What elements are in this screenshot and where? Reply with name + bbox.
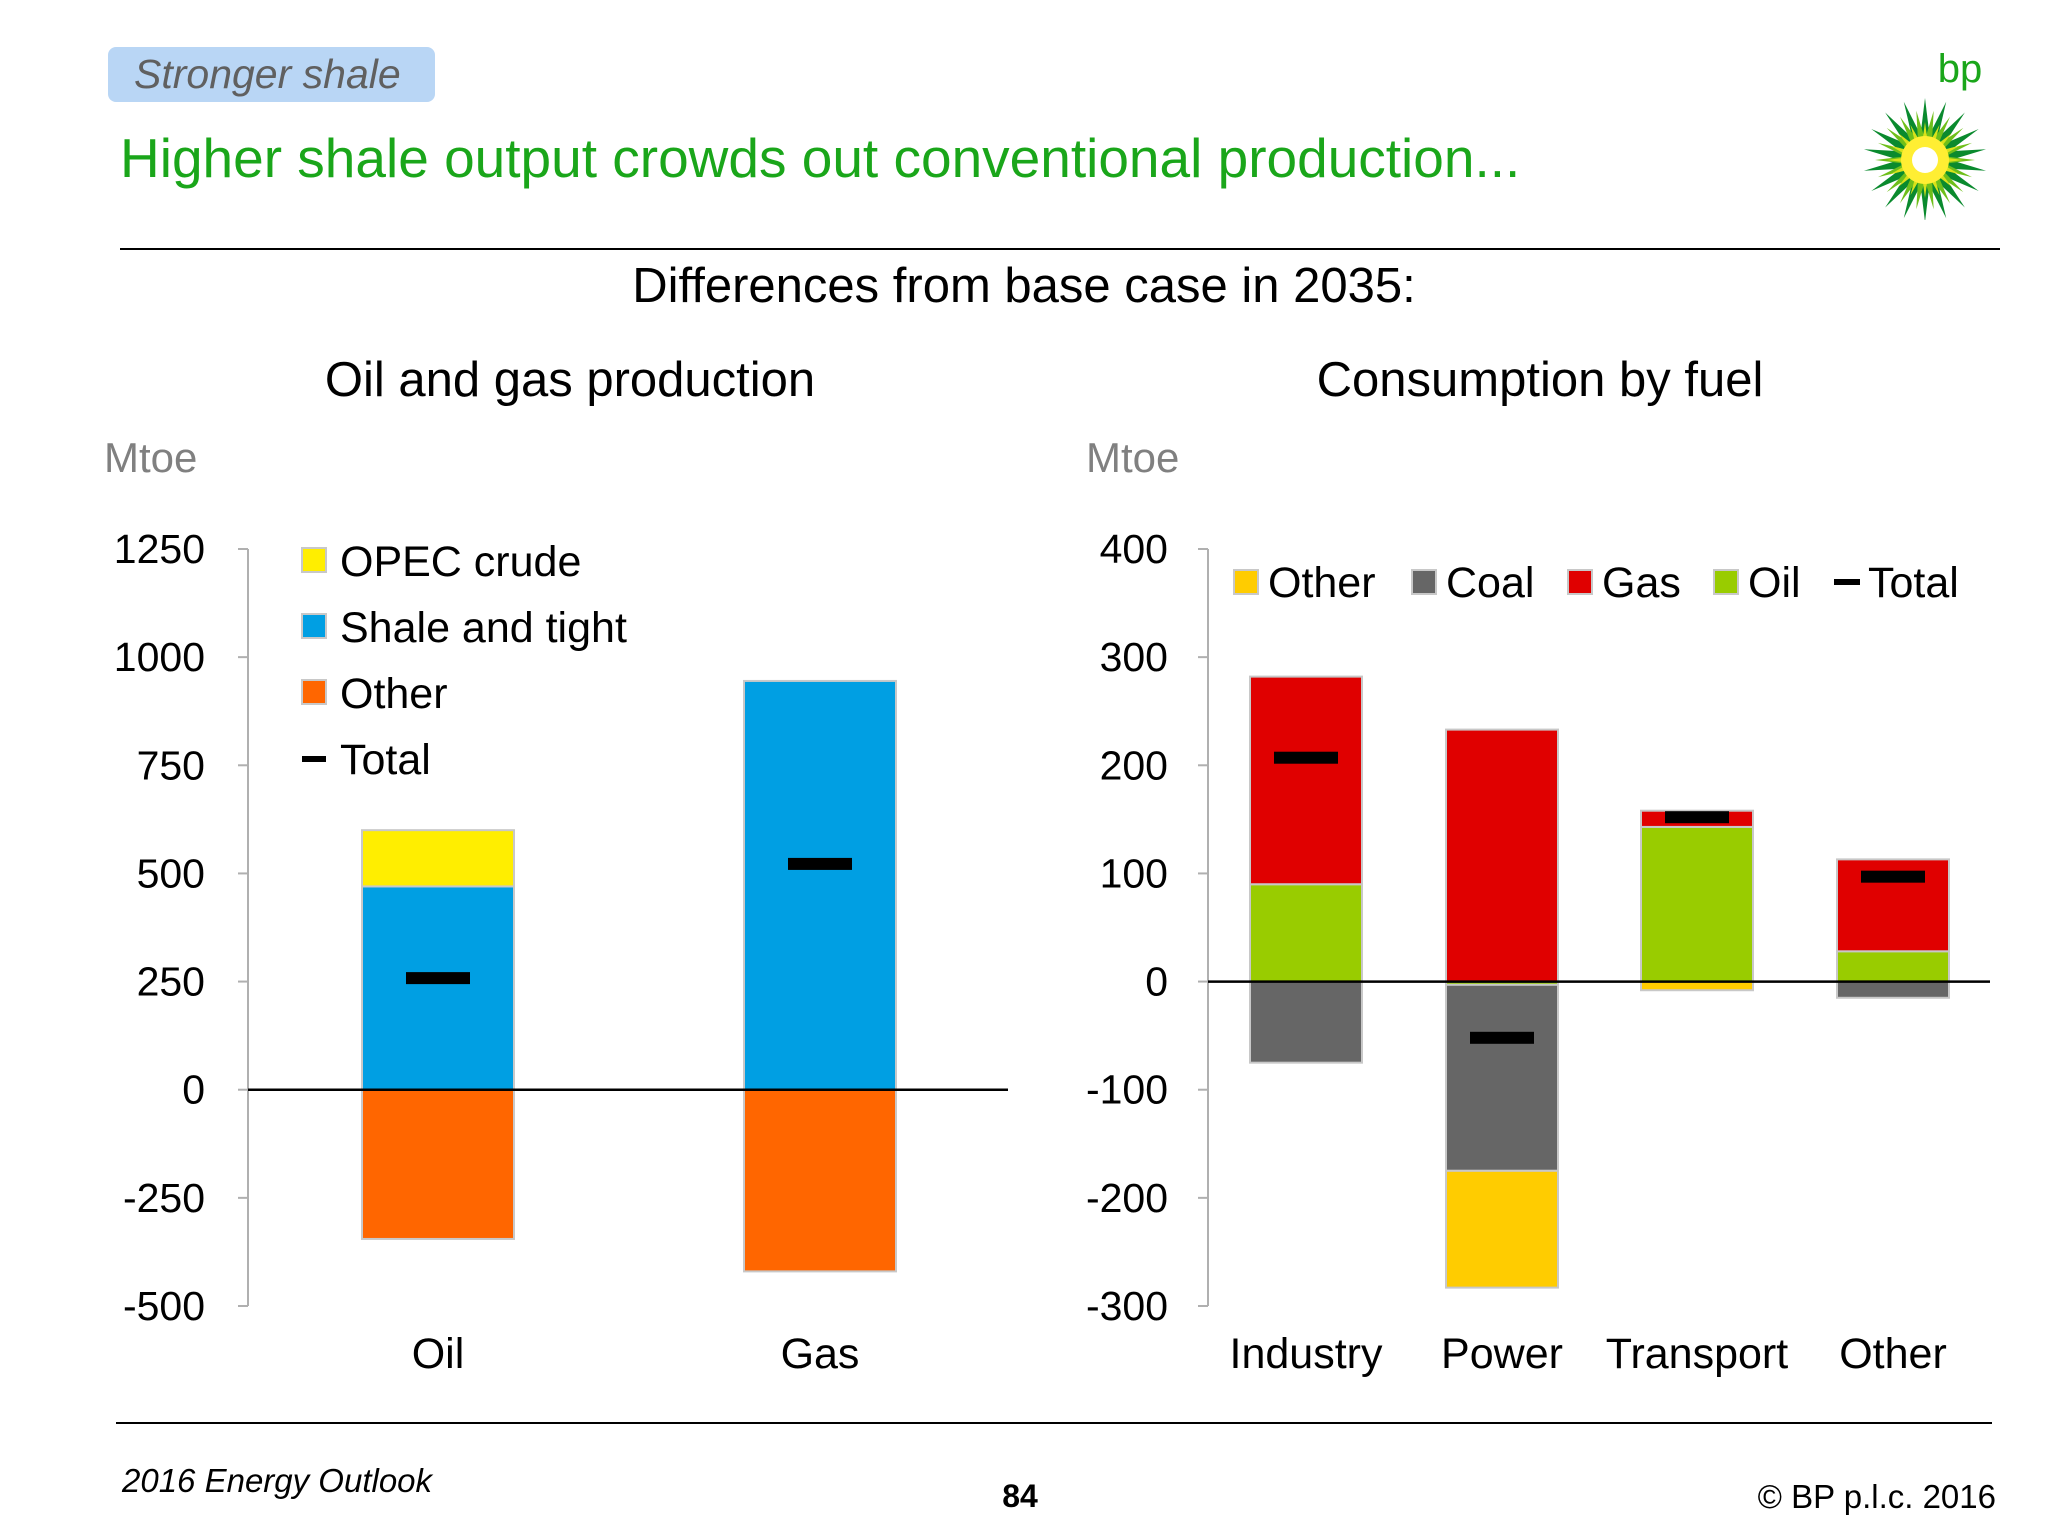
chart2-legend-swatch xyxy=(1713,569,1739,595)
chart1-y-tick-label: 750 xyxy=(137,742,205,788)
chart2-total-marker-industry xyxy=(1274,751,1338,764)
chart2-y-tick-label: 400 xyxy=(1100,526,1168,572)
chart2-y-tick-label: -300 xyxy=(1086,1283,1168,1329)
chart2-category-label: Power xyxy=(1441,1330,1563,1378)
chart1-legend-label: Other xyxy=(340,670,448,718)
chart1-y-tick-label: -500 xyxy=(123,1283,205,1329)
chart2-legend-label: Coal xyxy=(1446,559,1534,607)
chart2-y-tick-label: 300 xyxy=(1100,634,1168,680)
chart-subtitle: Differences from base case in 2035: xyxy=(632,259,1416,313)
chart1-bar-shale-and-tight-gas xyxy=(743,679,897,1091)
chart2-legend-swatch xyxy=(1233,569,1259,595)
bp-logo-text: bp xyxy=(1938,50,1983,91)
section-tag-label: Stronger shale xyxy=(134,51,401,97)
chart2-bar-oil-industry xyxy=(1249,883,1363,983)
chart1-total-marker-gas xyxy=(788,857,852,870)
chart1-bar-other-oil xyxy=(361,1088,515,1240)
chart1-legend-swatch xyxy=(301,679,327,705)
chart1-y-unit-label: Mtoe xyxy=(104,434,197,481)
chart1-bar-other-gas xyxy=(743,1088,897,1273)
chart2-y-tick-label: -200 xyxy=(1086,1175,1168,1221)
chart1-legend-label: Total xyxy=(340,736,431,784)
chart1-y-tick-label: 500 xyxy=(137,850,205,896)
bp-logo: bp xyxy=(1863,50,1987,220)
chart2-legend-label: Oil xyxy=(1748,559,1801,607)
chart2-bar-gas-industry xyxy=(1249,675,1363,886)
chart2-legend-total-swatch xyxy=(1834,579,1860,585)
chart2-legend-label: Total xyxy=(1868,559,1959,607)
chart2-category-label: Other xyxy=(1839,1330,1947,1378)
chart1-category-label: Gas xyxy=(781,1330,860,1378)
chart1-legend-swatch xyxy=(301,547,327,573)
chart2-legend-label: Gas xyxy=(1602,559,1681,607)
chart1-y-tick-label: 1000 xyxy=(114,634,205,680)
chart2-bar-gas-power xyxy=(1445,728,1559,983)
header-rule xyxy=(120,248,2000,250)
logo-center xyxy=(1912,147,1938,173)
chart2-y-unit-label: Mtoe xyxy=(1086,434,1179,481)
chart2-total-marker-other xyxy=(1861,870,1925,883)
chart2-bar-coal-industry xyxy=(1249,980,1363,1064)
chart2-legend-swatch xyxy=(1411,569,1437,595)
chart2-bar-coal-other xyxy=(1836,980,1950,999)
chart2-bar-oil-transport xyxy=(1640,825,1754,983)
chart1-bar-opec-crude-oil xyxy=(361,829,515,888)
chart2-bar-other-power xyxy=(1445,1169,1559,1289)
chart2-category-label: Transport xyxy=(1606,1330,1788,1378)
chart1-y-tick-label: -250 xyxy=(123,1175,205,1221)
chart1-legend-label: OPEC crude xyxy=(340,538,581,586)
chart1-legend-swatch xyxy=(301,613,327,639)
chart2-title: Consumption by fuel xyxy=(1316,353,1764,407)
chart1-legend-label: Shale and tight xyxy=(340,604,627,652)
chart1-legend-total-swatch xyxy=(302,756,326,762)
chart2-y-tick-label: 100 xyxy=(1100,850,1168,896)
chart1-bar-shale-and-tight-oil xyxy=(361,885,515,1091)
slide-title: Higher shale output crowds out conventio… xyxy=(120,127,1521,189)
chart2-bar-oil-other xyxy=(1836,950,1950,983)
chart2-legend-swatch xyxy=(1567,569,1593,595)
chart2-y-tick-label: 0 xyxy=(1145,959,1168,1005)
chart1-y-tick-label: 0 xyxy=(182,1067,205,1113)
chart2-bar-coal-power xyxy=(1445,983,1559,1172)
chart1-y-tick-label: 250 xyxy=(137,959,205,1005)
page-number: 84 xyxy=(1002,1478,1038,1514)
chart1-y-tick-label: 1250 xyxy=(114,526,205,572)
chart1-category-label: Oil xyxy=(412,1330,465,1378)
chart2-total-marker-transport xyxy=(1665,811,1729,824)
chart2-y-tick-label: -100 xyxy=(1086,1067,1168,1113)
copyright: © BP p.l.c. 2016 xyxy=(1757,1478,1996,1515)
chart2-bar-other-transport xyxy=(1640,980,1754,992)
chart2-total-marker-power xyxy=(1470,1031,1534,1044)
chart2-y-tick-label: 200 xyxy=(1100,742,1168,788)
footer-publication: 2016 Energy Outlook xyxy=(122,1462,433,1499)
chart2-category-label: Industry xyxy=(1230,1330,1383,1378)
chart1-title: Oil and gas production xyxy=(324,353,816,407)
chart1-total-marker-oil xyxy=(406,972,470,985)
footer-rule xyxy=(116,1422,1992,1424)
chart2-legend-label: Other xyxy=(1268,559,1376,607)
section-tag: Stronger shale xyxy=(108,47,435,102)
